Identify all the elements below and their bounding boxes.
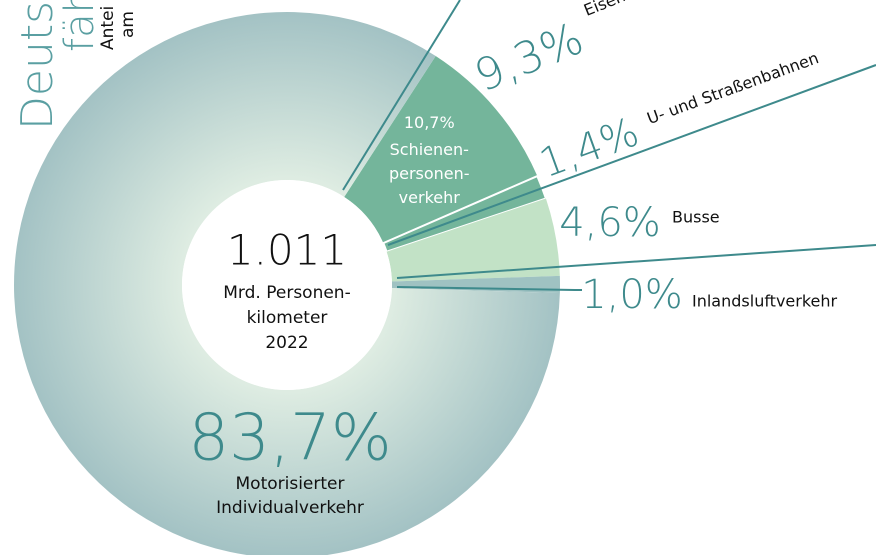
leader-line bbox=[396, 244, 876, 279]
total-label: 1.011 bbox=[227, 226, 347, 275]
group-text: personen- bbox=[389, 164, 470, 183]
donut-slice bbox=[14, 12, 560, 555]
value-label: 1,0% bbox=[581, 272, 683, 318]
group-value: 10,7% bbox=[404, 113, 455, 132]
category-label: U- und Straßenbahnen bbox=[644, 48, 821, 128]
title-fragment: fähr bbox=[57, 0, 103, 52]
value-label: 9,3% bbox=[468, 13, 591, 102]
leader-line bbox=[396, 286, 582, 291]
value-label: 4,6% bbox=[559, 200, 661, 246]
leader-line bbox=[342, 0, 461, 191]
donut-slice bbox=[386, 198, 560, 282]
title-fragment: Deutsc bbox=[12, 0, 63, 130]
category-label: Motorisierter Individualverkehr bbox=[216, 474, 364, 518]
group-text: verkehr bbox=[399, 188, 461, 207]
value-label: 83,7% bbox=[188, 402, 391, 476]
group-text: Schienen- bbox=[390, 140, 469, 159]
donut-hole bbox=[182, 180, 392, 390]
title-fragment: am bbox=[118, 11, 138, 38]
leader-line bbox=[387, 64, 876, 246]
category-label: Busse bbox=[672, 208, 720, 227]
category-label: Eisenbahn bbox=[581, 0, 665, 20]
center-text: kilometer bbox=[247, 308, 328, 328]
category-label-box: Motorisierter Individualverkehr bbox=[216, 474, 364, 518]
title-fragment: Antei bbox=[98, 6, 118, 50]
value-label: 1,4% bbox=[534, 109, 645, 187]
category-label: Inlandsluftverkehr bbox=[692, 292, 838, 311]
center-text: 2022 bbox=[265, 333, 308, 353]
center-text: Mrd. Personen- bbox=[223, 283, 350, 303]
